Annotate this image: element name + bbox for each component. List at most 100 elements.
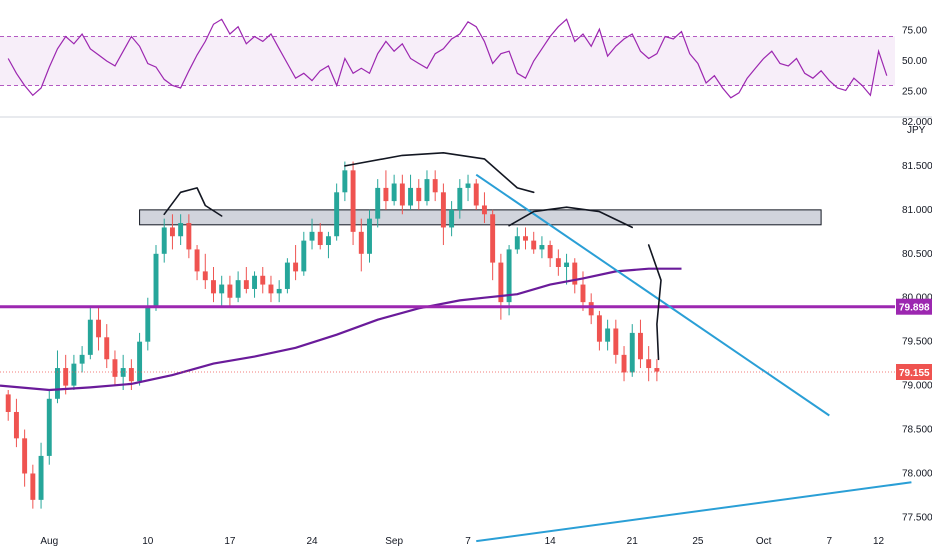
price-tick-label: 81.500 — [902, 161, 932, 172]
candle-body — [161, 227, 167, 254]
candle-body — [30, 473, 36, 500]
candle-body — [383, 187, 389, 202]
candle-body — [424, 179, 430, 202]
candle-body — [621, 354, 627, 373]
rsi-tick-label: 25.00 — [902, 87, 927, 98]
candle-body — [391, 183, 397, 202]
time-tick-label: Sep — [385, 536, 403, 547]
candle-body — [449, 209, 455, 228]
candle-body — [243, 280, 249, 289]
candle-body — [358, 231, 364, 254]
candle-body — [514, 236, 520, 250]
candle-body — [235, 280, 241, 298]
price-tick-label: 80.000 — [902, 293, 932, 304]
trendline — [475, 173, 830, 417]
candle-body — [145, 306, 151, 342]
candle-body — [252, 275, 258, 289]
candle-body — [367, 218, 372, 254]
candle-body — [375, 187, 381, 219]
time-tick-label: Oct — [756, 536, 772, 547]
price-y-axis: 82.000 81.500 81.000 80.500 80.000 79.500 79.0… — [902, 117, 932, 523]
candle-body — [13, 411, 19, 439]
candle-body — [325, 236, 331, 246]
rsi-tick-label: 50.00 — [902, 56, 927, 67]
candles — [5, 161, 660, 509]
candle-body — [506, 249, 512, 303]
candle-body — [416, 187, 422, 202]
candle-body — [202, 271, 208, 281]
time-tick-label: 12 — [873, 536, 885, 547]
price-tags: 79.898 79.155 — [896, 298, 932, 380]
hand-drawn-curve — [647, 244, 662, 361]
candle-body — [490, 214, 496, 263]
candle-body — [169, 227, 175, 237]
candle-body — [128, 368, 134, 382]
candle-body — [55, 368, 60, 399]
candle-body — [498, 262, 504, 303]
hand-drawings — [163, 152, 662, 361]
time-axis: Aug 10 17 24 Sep 7 14 21 25 Oct 7 12 — [40, 536, 884, 547]
last-price-tag-label: 79.155 — [899, 368, 930, 379]
rsi-y-axis: 75.00 50.00 25.00 — [902, 25, 927, 97]
candle-body — [572, 262, 578, 285]
last-price-tag — [896, 363, 932, 380]
candle-body — [481, 205, 487, 215]
rsi-tick-label: 75.00 — [902, 25, 927, 36]
candle-body — [440, 192, 446, 228]
candle-body — [46, 398, 52, 456]
candle-body — [22, 438, 28, 474]
candle-body — [629, 332, 635, 373]
candle-body — [112, 359, 118, 377]
hand-drawn-curve — [163, 187, 223, 217]
candle-body — [227, 284, 233, 298]
time-tick-label: 17 — [224, 536, 236, 547]
candle-body — [547, 245, 553, 259]
candle-body — [284, 262, 290, 289]
trendline — [476, 481, 912, 543]
unit-label: JPY — [907, 125, 926, 136]
candle-body — [605, 328, 611, 342]
candle-body — [539, 245, 545, 250]
rsi-pane: 75.00 50.00 25.00 — [0, 18, 927, 99]
candle-body — [96, 319, 101, 338]
price-pane: 82.000 81.500 81.000 80.500 80.000 79.500 79.0… — [0, 117, 932, 543]
candle-body — [408, 187, 414, 206]
candle-body — [5, 394, 11, 412]
candle-body — [473, 183, 479, 206]
price-tick-label: 79.000 — [902, 381, 932, 392]
horizontal-level-tag — [896, 298, 932, 315]
time-tick-label: 7 — [827, 536, 833, 547]
rsi-line — [7, 18, 888, 99]
candle-body — [194, 249, 200, 272]
time-tick-label: 21 — [627, 536, 639, 547]
candle-body — [350, 170, 356, 232]
candle-body — [137, 341, 143, 382]
price-tick-label: 82.000 — [902, 117, 932, 128]
candle-body — [120, 368, 126, 377]
candle-body — [71, 363, 77, 386]
candle-body — [654, 368, 660, 372]
candle-body — [63, 368, 69, 386]
candle-body — [178, 223, 184, 237]
candle-body — [276, 288, 282, 294]
candle-body — [153, 253, 159, 307]
price-tick-label: 78.000 — [902, 468, 932, 479]
price-tick-label: 79.500 — [902, 337, 932, 348]
candle-body — [309, 231, 315, 241]
candle-body — [317, 231, 323, 246]
candle-body — [646, 359, 652, 369]
candle-body — [211, 280, 216, 294]
candle-body — [523, 236, 528, 241]
candle-body — [87, 319, 93, 355]
candle-body — [79, 354, 85, 364]
candle-body — [596, 315, 602, 342]
candle-body — [268, 284, 274, 294]
time-tick-label: 25 — [692, 536, 704, 547]
candle-body — [104, 337, 110, 360]
candle-body — [637, 332, 643, 360]
trendlines — [475, 173, 912, 543]
candle-body — [432, 179, 438, 193]
hand-drawn-curve — [344, 152, 535, 194]
candle-body — [260, 275, 266, 285]
